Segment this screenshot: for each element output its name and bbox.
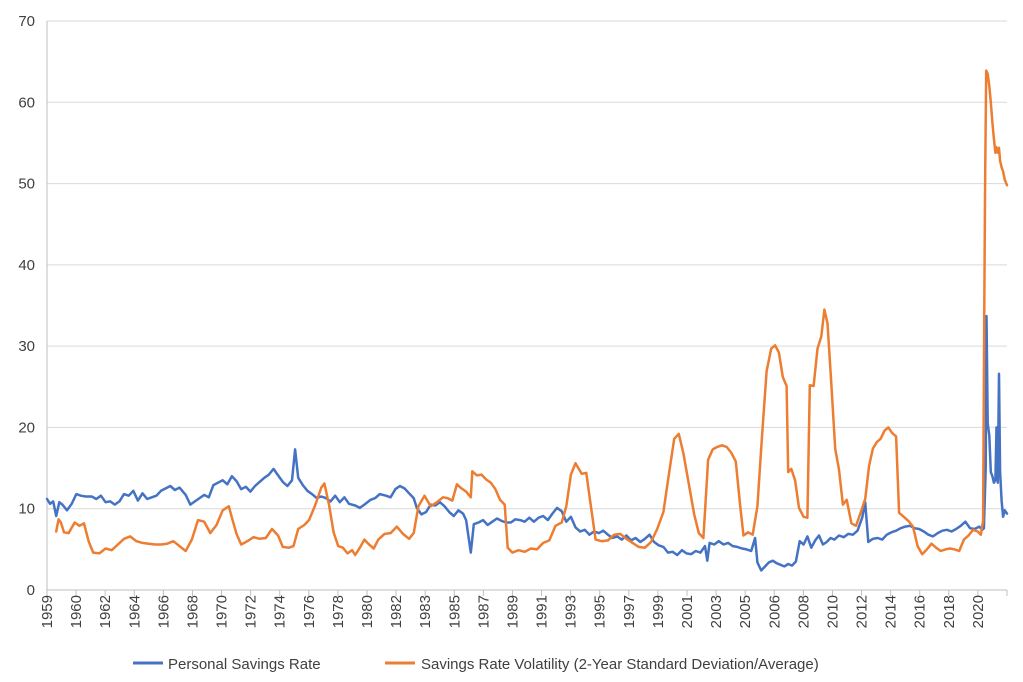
x-tick-label: 1976 [301,595,318,628]
y-tick-label: 20 [18,419,35,436]
x-tick-label: 2020 [970,595,987,628]
series-lines [45,69,1009,572]
x-tick-label: 1980 [359,595,376,628]
x-tick-label: 1997 [621,595,638,628]
y-gridlines [47,20,1007,510]
x-tick-label: 1991 [534,595,551,628]
y-tick-label: 50 [18,176,35,193]
x-tick-label: 1999 [650,595,667,628]
x-tick-label: 1964 [126,595,143,628]
x-tick-label: 1960 [68,595,85,628]
personal-savings-rate-line [45,314,1009,572]
x-tick-label: 1989 [504,595,521,628]
y-tick-label: 30 [18,338,35,355]
x-tick-label: 1987 [475,595,492,628]
x-tick-label: 1983 [417,595,434,628]
x-tick-label: 2006 [766,595,783,628]
x-tick-label: 2010 [824,595,841,628]
x-tick-label: 2005 [737,595,754,628]
x-tick-label: 1978 [330,595,347,628]
x-tick-label: 1995 [592,595,609,628]
y-tick-label: 70 [18,13,35,30]
x-tick-label: 1959 [39,595,56,628]
x-tick-label: 1962 [97,595,114,628]
x-tick-label: 2003 [708,595,725,628]
y-tick-label: 40 [18,257,35,274]
x-tick-label: 1972 [243,595,260,628]
x-tick-label: 1966 [155,595,172,628]
savings-rate-volatility-line [54,69,1009,557]
x-tick-label: 1974 [272,595,289,628]
legend-label-personal-savings-rate: Personal Savings Rate [168,656,321,673]
y-tick-label: 10 [18,501,35,518]
x-tick-label: 1970 [214,595,231,628]
x-tick-label: 2016 [912,595,929,628]
y-axis: 0 10 20 30 40 50 60 70 [18,13,35,599]
x-tick-label: 1982 [388,595,405,628]
x-axis: 1959 1960 1962 1964 1966 1968 1970 1972 1974 1976… [39,21,1008,628]
x-tick-label: 1968 [184,595,201,628]
x-tick-label: 2001 [679,595,696,628]
x-tick-label: 2012 [854,595,871,628]
legend-label-savings-rate-volatility: Savings Rate Volatility (2-Year Standard… [421,656,819,673]
y-tick-label: 60 [18,94,35,111]
x-tick-label: 1985 [446,595,463,628]
x-tick-label: 2008 [795,595,812,628]
x-tick-label: 2018 [941,595,958,628]
legend: Personal Savings Rate Savings Rate Volat… [133,656,819,673]
x-tick-label: 1993 [563,595,580,628]
x-tick-label: 2014 [883,595,900,628]
y-tick-label: 0 [27,582,35,599]
